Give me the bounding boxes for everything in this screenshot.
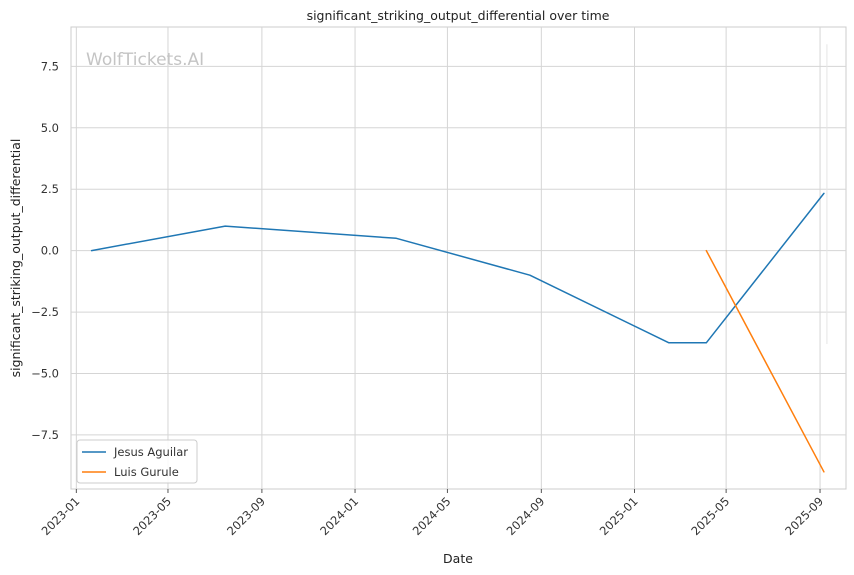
y-tick-label: 5.0 [41,121,59,135]
x-tick-label: 2024-09 [504,494,548,538]
x-tick-label: 2023-05 [130,494,174,538]
series-line-1 [705,249,825,473]
x-tick-label: 2023-09 [224,494,268,538]
y-tick-label: −7.5 [31,428,59,442]
plot-area [70,26,847,490]
y-axis-ticks: −7.5 −5.0 −2.5 0.0 2.5 5.0 7.5 [31,59,59,442]
x-tick-label: 2023-01 [39,494,83,538]
legend-box [76,439,198,484]
y-tick-label: −5.0 [31,367,59,381]
series-line-0 [90,192,825,344]
chart-title: significant_striking_output_differential… [307,8,610,23]
y-tick-label: 0.0 [41,244,59,258]
x-tick-label: 2024-05 [410,494,454,538]
series-layer [90,192,825,473]
x-axis-ticks: 2023-01 2023-05 2023-09 2024-01 2024-05 2024-… [39,489,826,538]
y-tick-label: −2.5 [31,305,59,319]
y-tick-label: 7.5 [41,59,59,73]
legend-label-series-1: Luis Gurule [114,465,179,479]
grid [71,27,846,489]
legend: Jesus Aguilar Luis Gurule [76,439,198,484]
x-axis-title: Date [443,551,473,566]
x-tick-label: 2025-01 [597,494,641,538]
legend-label-series-0: Jesus Aguilar [113,445,188,459]
x-tick-label: 2025-09 [782,494,826,538]
x-tick-label: 2024-01 [317,494,361,538]
y-axis-title: significant_striking_output_differential [8,139,23,378]
y-tick-label: 2.5 [41,182,59,196]
x-tick-label: 2025-05 [688,494,732,538]
watermark: WolfTickets.AI [86,50,204,70]
